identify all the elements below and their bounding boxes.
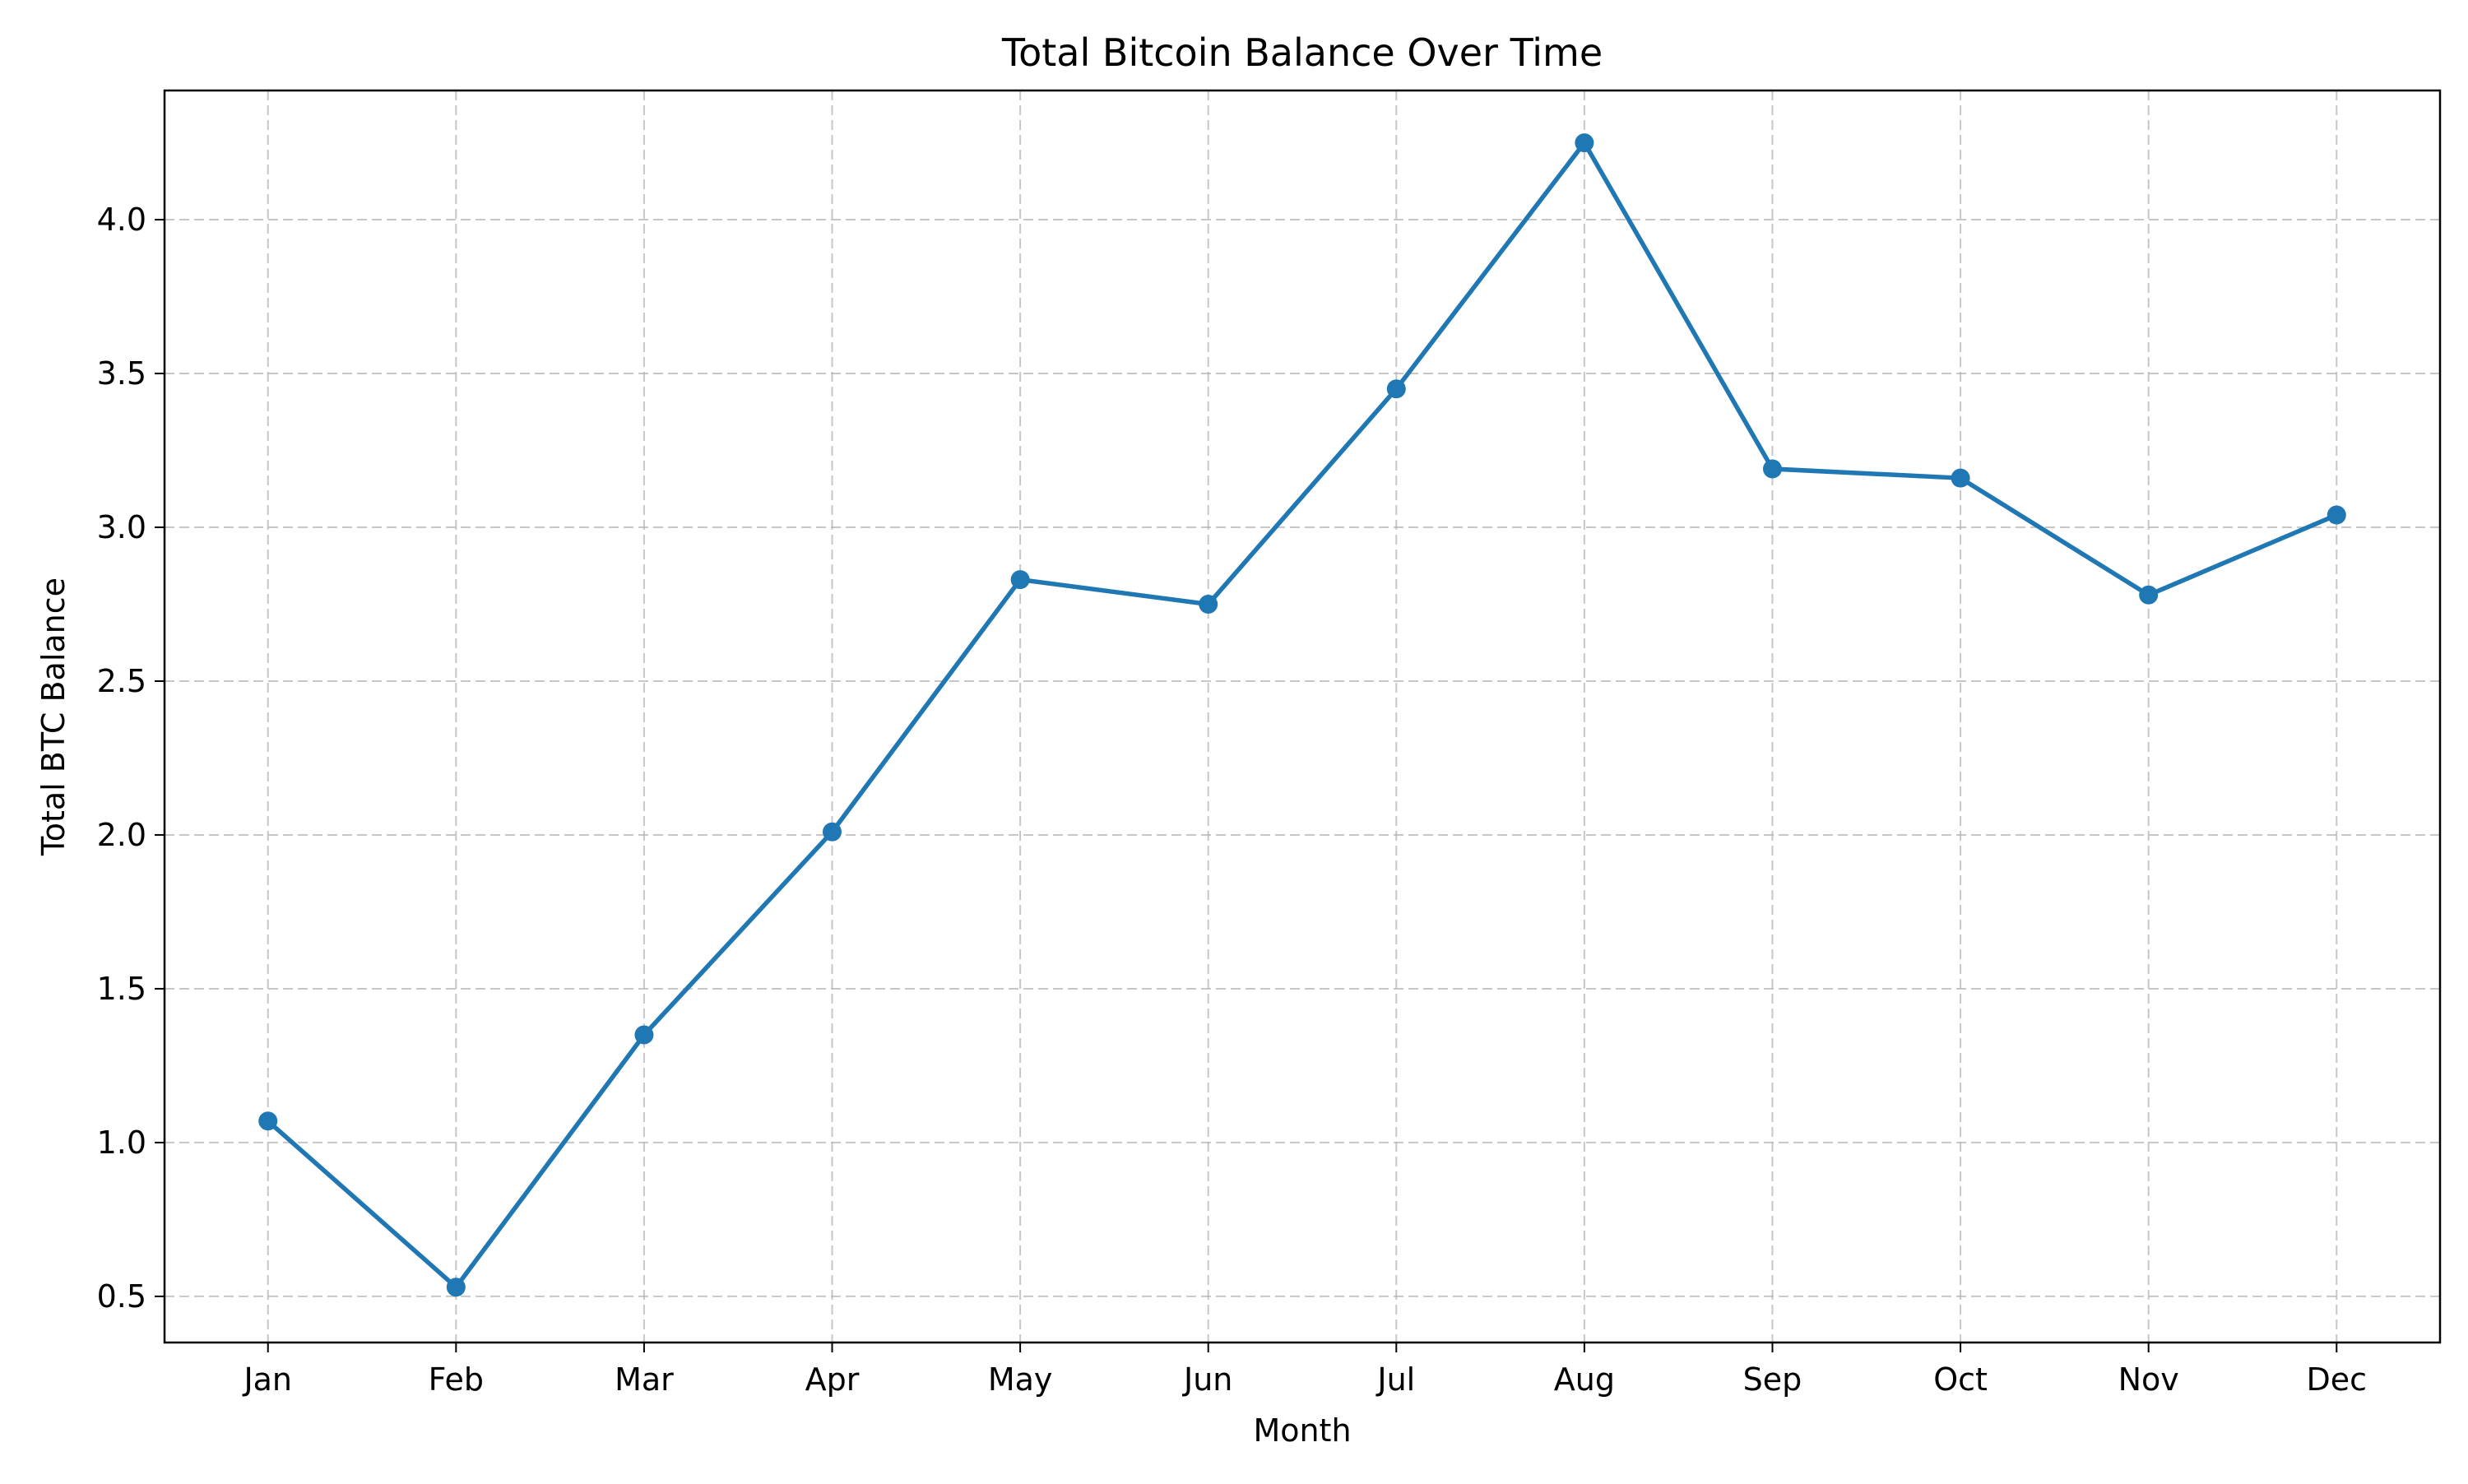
data-point [634,1025,654,1045]
data-point [823,822,842,842]
data-point [1762,459,1782,479]
data-point [1199,595,1218,614]
y-tick-label: 3.0 [97,509,146,545]
series-line [265,140,2340,1290]
y-tick-label: 2.0 [97,817,146,853]
y-tick-label: 3.5 [97,355,146,392]
x-tick-label: Sep [1743,1361,1802,1398]
x-axis-label: Month [1253,1412,1351,1449]
data-point [1010,570,1030,590]
grid-lines [165,90,2440,1343]
x-tick-label: May [988,1361,1053,1398]
x-tick-label: Jul [1375,1361,1415,1398]
x-tick-label: Apr [805,1361,860,1398]
y-tick-label: 1.0 [97,1125,146,1161]
series-layer [258,133,2346,1297]
data-point [1951,468,1970,488]
data-point [1386,379,1406,399]
y-axis-label: Total BTC Balance [35,577,72,856]
x-tick-label: Mar [615,1361,674,1398]
x-tick-label: Nov [2118,1361,2179,1398]
y-tick-label: 1.5 [97,971,146,1007]
x-tick-label: Oct [1933,1361,1988,1398]
data-point [446,1278,466,1297]
chart-title: Total Bitcoin Balance Over Time [1001,30,1603,75]
y-tick-label: 2.5 [97,663,146,699]
y-axis-ticks: 0.5 1.0 1.5 2.0 2.5 3.0 3.5 4.0 [97,202,165,1315]
x-axis-ticks: Jan Feb Mar Apr May Jun Jul Aug Sep Oct Nov Dec [242,1343,2367,1398]
x-tick-label: Jan [242,1361,292,1398]
y-tick-label: 0.5 [97,1278,146,1315]
data-point [2327,505,2346,525]
data-point [1575,133,1594,153]
x-tick-label: Dec [2306,1361,2367,1398]
data-point [258,1111,278,1131]
plot-frame [163,89,2442,1344]
y-tick-label: 4.0 [97,202,146,238]
data-point [2139,585,2159,605]
x-tick-label: Jun [1182,1361,1232,1398]
x-tick-label: Feb [429,1361,484,1398]
x-tick-label: Aug [1554,1361,1615,1398]
